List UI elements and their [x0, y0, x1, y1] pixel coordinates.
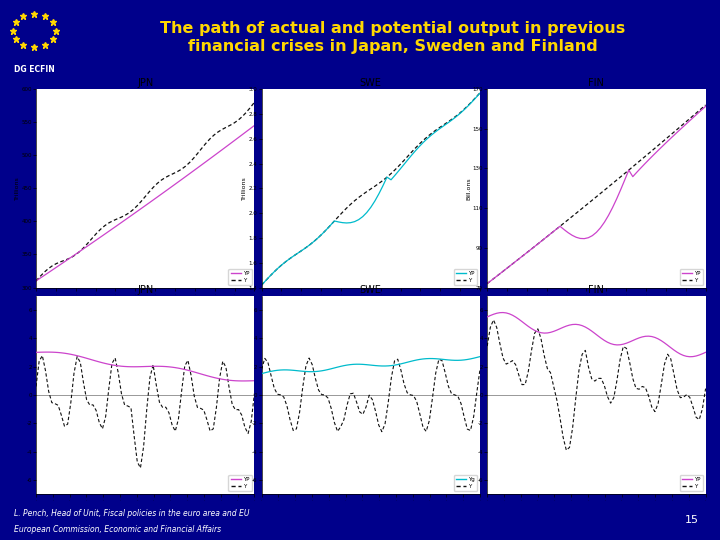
Legend: YP, Y: YP, Y [454, 269, 477, 285]
Title: FIN: FIN [588, 78, 604, 89]
Text: The path of actual and potential output in previous
financial crises in Japan, S: The path of actual and potential output … [160, 22, 625, 54]
Text: European Commission, Economic and Financial Affairs: European Commission, Economic and Financ… [14, 525, 222, 535]
Text: DG ECFIN: DG ECFIN [14, 65, 55, 74]
Legend: Yg, Y: Yg, Y [454, 475, 477, 491]
Title: SWE: SWE [360, 285, 382, 295]
Title: FIN: FIN [588, 285, 604, 295]
Y-axis label: Trillions: Trillions [243, 177, 247, 200]
Title: JPN: JPN [137, 78, 153, 89]
Text: 15: 15 [685, 515, 698, 525]
Y-axis label: Bill.ons: Bill.ons [466, 177, 471, 200]
Legend: YP, Y: YP, Y [680, 269, 703, 285]
Legend: YP, Y: YP, Y [228, 269, 251, 285]
Title: SWE: SWE [360, 78, 382, 89]
Y-axis label: Trillions: Trillions [15, 177, 20, 200]
Text: L. Pench, Head of Unit, Fiscal policies in the euro area and EU: L. Pench, Head of Unit, Fiscal policies … [14, 509, 250, 518]
Legend: YP, Y: YP, Y [228, 475, 251, 491]
Title: JPN: JPN [137, 285, 153, 295]
Legend: YP, Y: YP, Y [680, 475, 703, 491]
